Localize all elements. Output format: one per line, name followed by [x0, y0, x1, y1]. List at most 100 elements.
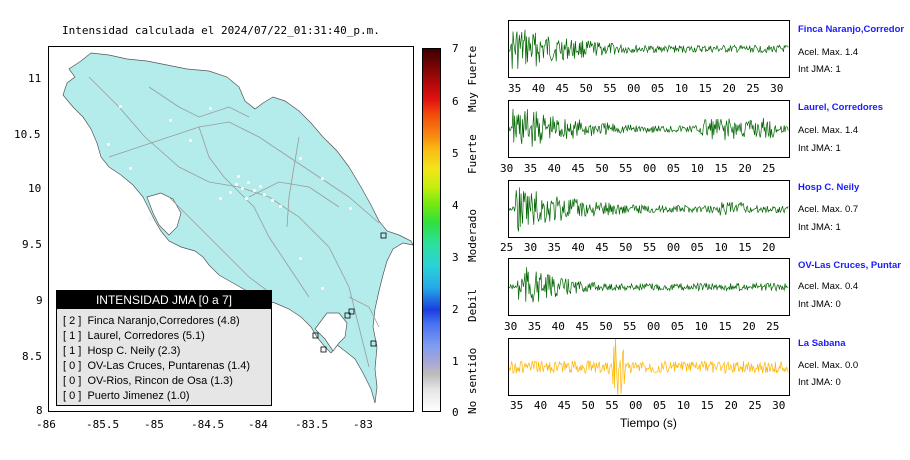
waveform-trace [509, 267, 789, 303]
waveform-tick-label: 25 [746, 82, 760, 95]
waveform-tick-label: 20 [762, 241, 776, 254]
station-jma: Int JMA: 1 [798, 222, 841, 233]
waveform-tick-label: 55 [643, 241, 657, 254]
waveform-tick-label: 55 [603, 82, 617, 95]
waveform-panel [508, 258, 790, 316]
legend-title: INTENSIDAD JMA [0 a 7] [57, 291, 271, 309]
waveform-tick-label: 45 [575, 320, 589, 333]
lon-tick-label: -85 [144, 418, 164, 431]
colorbar-tick: 4 [452, 199, 459, 212]
waveform-line [509, 29, 789, 69]
colorbar-label: Moderado [466, 209, 479, 262]
waveform-tick-label: 00 [627, 82, 641, 95]
station-name: Hosp C. Neily [798, 182, 860, 193]
waveform-tick-label: 15 [700, 399, 714, 412]
waveform-tick-label: 20 [738, 162, 752, 175]
waveform-tick-label: 55 [605, 399, 619, 412]
waveform-tick-label: 05 [653, 399, 667, 412]
waveform-trace [509, 108, 789, 147]
colorbar-tick: 3 [452, 251, 459, 264]
waveform-tick-label: 10 [694, 320, 708, 333]
waveform-tick-label: 25 [748, 399, 762, 412]
station-name: Laurel, Corredores [798, 102, 883, 113]
waveform-tick-label: 00 [643, 162, 657, 175]
waveform-tick-label: 15 [698, 82, 712, 95]
waveform-tick-label: 35 [547, 241, 561, 254]
waveform-tick-label: 30 [504, 320, 518, 333]
station-acel: Acel. Max. 0.4 [798, 281, 859, 292]
legend-row: [ 0 ] OV-Las Cruces, Puntarenas (1.4) [63, 360, 251, 372]
lat-tick-label: 8.5 [22, 350, 42, 363]
waveform-trace [509, 339, 789, 395]
station-name: La Sabana [798, 338, 846, 349]
selected-stations [312, 232, 387, 353]
costa-rica-map [62, 52, 413, 404]
waveform-ticks: 35 40 45 50 55 00 05 10 15 20 25 30 [508, 82, 794, 96]
lat-tick-label: 10.5 [14, 128, 41, 141]
colorbar-label: Debil [466, 288, 479, 322]
station-name: Finca Naranjo,Corredor [798, 24, 905, 35]
legend-row: [ 0 ] OV-Rios, Rincon de Osa (1.3) [63, 375, 233, 387]
waveform-tick-label: 50 [595, 162, 609, 175]
waveform-tick-label: 15 [738, 241, 752, 254]
waveform-trace [509, 29, 789, 69]
waveform-tick-label: 10 [714, 241, 728, 254]
waveform-tick-label: 55 [619, 162, 633, 175]
colorbar-tick: 1 [452, 355, 459, 368]
station-jma: Int JMA: 1 [798, 64, 841, 75]
station-markers [106, 104, 353, 291]
colorbar-tick: 6 [452, 95, 459, 108]
waveform-tick-label: 35 [508, 82, 522, 95]
station-jma: Int JMA: 1 [798, 143, 841, 154]
waveform-tick-label: 40 [551, 320, 565, 333]
waveform-tick-label: 45 [595, 241, 609, 254]
waveform-tick-label: 30 [770, 82, 784, 95]
waveform-panel [508, 338, 790, 396]
waveform-ticks: 30 35 40 45 50 55 00 05 10 15 20 25 [500, 162, 786, 176]
colorbar-tick: 7 [452, 42, 459, 55]
waveform-line [509, 108, 789, 147]
legend-row: [ 1 ] Hosp C. Neily (2.3) [63, 345, 181, 357]
waveform-tick-label: 20 [742, 320, 756, 333]
colorbar-label: No sentido [466, 347, 479, 414]
waveform-tick-label: 50 [581, 399, 595, 412]
lon-tick-label: -83.5 [295, 418, 329, 431]
waveform-tick-label: 05 [651, 82, 665, 95]
legend-row: [ 0 ] Puerto Jimenez (1.0) [63, 390, 190, 402]
waveform-panel [508, 20, 790, 78]
lat-tick-label: 9.5 [22, 238, 42, 251]
station-jma: Int JMA: 0 [798, 299, 841, 310]
waveform-tick-label: 40 [531, 82, 546, 95]
intensity-legend: INTENSIDAD JMA [0 a 7] [ 2 ] Finca Naran… [56, 290, 272, 406]
lat-tick-label: 9 [36, 294, 43, 307]
lat-tick-label: 8 [36, 404, 43, 417]
waveform-tick-label: 45 [571, 162, 585, 175]
station-acel: Acel. Max. 0.0 [798, 360, 859, 371]
waveform-line [509, 267, 789, 303]
waveform-tick-label: 35 [527, 320, 542, 333]
lon-tick-label: -84 [248, 418, 268, 431]
colorbar-tick: 5 [452, 147, 459, 160]
waveform-tick-label: 45 [557, 399, 571, 412]
waveform-trace [509, 187, 789, 232]
waveform-tick-label: 30 [500, 162, 514, 175]
waveform-tick-label: 40 [533, 399, 548, 412]
waveform-tick-label: 30 [523, 241, 538, 254]
waveform-panel [508, 100, 790, 158]
waveform-tick-label: 40 [571, 241, 585, 254]
waveform-tick-label: 25 [500, 241, 514, 254]
waveform-xlabel: Tiempo (s) [620, 416, 677, 430]
waveform-line [509, 339, 789, 395]
waveform-line [509, 187, 789, 232]
waveform-tick-label: 10 [674, 82, 689, 95]
waveform-tick-label: 20 [724, 399, 738, 412]
waveform-tick-label: 50 [619, 241, 633, 254]
waveform-tick-label: 25 [766, 320, 780, 333]
waveform-tick-label: 15 [718, 320, 732, 333]
waveform-ticks: 30 35 40 45 50 55 00 05 10 15 20 25 [504, 320, 790, 334]
waveform-tick-label: 35 [510, 399, 524, 412]
waveform-tick-label: 50 [579, 82, 593, 95]
waveform-tick-label: 05 [670, 320, 685, 333]
station-name: OV-Las Cruces, Puntar [798, 260, 901, 271]
map-title: Intensidad calculada el 2024/07/22_01:31… [62, 24, 380, 37]
